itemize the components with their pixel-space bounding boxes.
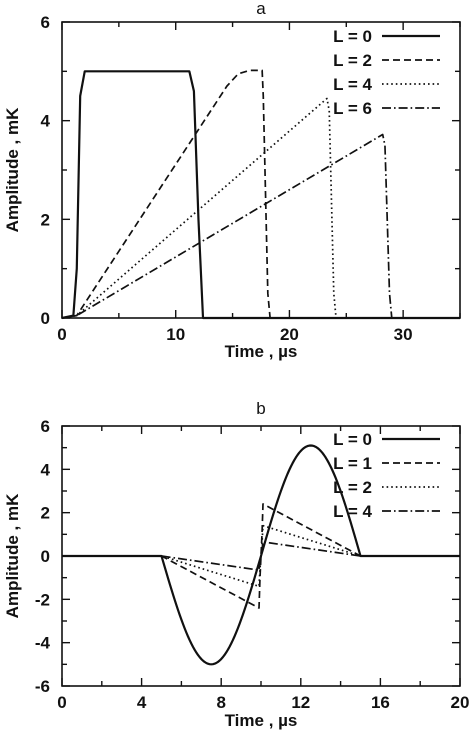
x-axis-label: Time , µs	[225, 342, 298, 361]
series-line	[61, 69, 460, 319]
series-line	[61, 70, 460, 320]
y-tick-label: 0	[41, 309, 50, 328]
legend-label: L = 2	[333, 51, 372, 70]
plot-frame	[61, 21, 461, 319]
chart-panel-b: b 0 4 8 12 16 20 -6 -4 -2 0 2 4 6 Time , µs Amplitude ,…	[3, 399, 469, 730]
legend-label: L = 4	[333, 75, 372, 94]
y-tick-label: 0	[41, 547, 50, 566]
series-line	[61, 133, 460, 319]
chart-panel-a: a 0 10 20 30 0 2 4 6 Time , µs Amplitude , mK L = 0…	[3, 0, 461, 361]
panel-title: b	[256, 399, 265, 418]
x-tick-label: 30	[394, 325, 413, 344]
y-tick-label: 4	[41, 460, 51, 479]
x-tick-label: 8	[216, 693, 225, 712]
x-tick-label: 4	[137, 693, 147, 712]
x-tick-label: 20	[451, 693, 470, 712]
series-line	[62, 541, 460, 571]
legend-label: L = 0	[333, 27, 372, 46]
y-tick-label: 2	[41, 210, 50, 229]
legend-label: L = 2	[333, 478, 372, 497]
y-tick-label: 4	[41, 112, 51, 131]
y-tick-label: -4	[35, 634, 51, 653]
x-axis-label: Time , µs	[225, 711, 298, 730]
series-line	[61, 97, 460, 319]
y-tick-label: -6	[35, 677, 50, 696]
series-line	[62, 524, 460, 588]
legend-label: L = 1	[333, 454, 372, 473]
series-line	[62, 444, 460, 666]
panel-title: a	[256, 0, 266, 18]
x-tick-label: 0	[57, 325, 66, 344]
x-tick-label: 20	[280, 325, 299, 344]
y-axis-label: Amplitude , mK	[3, 107, 22, 232]
y-tick-label: -2	[35, 590, 50, 609]
legend-label: L = 6	[333, 99, 372, 118]
x-tick-label: 0	[57, 693, 66, 712]
x-tick-label: 12	[291, 693, 310, 712]
y-tick-label: 6	[41, 13, 50, 32]
legend-label: L = 0	[333, 430, 372, 449]
y-tick-label: 6	[41, 417, 50, 436]
y-axis-label: Amplitude , mK	[3, 493, 22, 618]
x-tick-label: 10	[166, 325, 185, 344]
x-tick-label: 16	[371, 693, 390, 712]
legend-label: L = 4	[333, 502, 372, 521]
y-tick-label: 2	[41, 504, 50, 523]
